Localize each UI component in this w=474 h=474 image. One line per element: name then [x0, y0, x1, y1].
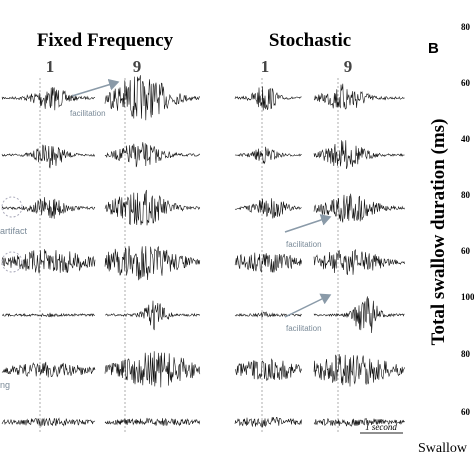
annotation: facilitation [70, 109, 106, 118]
stimulus-label: 1 [261, 57, 270, 76]
emg-trace [1, 417, 96, 427]
y-axis-label: Total swallow duration (ms) [428, 119, 449, 346]
tick-fragment: 80 [461, 22, 471, 32]
stimulus-label: 1 [46, 57, 55, 76]
emg-trace [104, 245, 201, 281]
arrows [71, 78, 332, 318]
emg-trace [313, 248, 405, 276]
emg-trace [1, 361, 96, 378]
stimulus-label: 9 [133, 57, 142, 76]
emg-trace [234, 86, 302, 111]
emg-trace [234, 416, 302, 428]
tick-fragment: 80 [461, 190, 471, 200]
panel-title: Fixed Frequency [37, 30, 174, 51]
emg-trace [234, 198, 302, 219]
emg-trace [1, 312, 96, 318]
emg-trace [313, 296, 405, 334]
emg-trace [1, 87, 96, 111]
emg-trace [104, 351, 201, 388]
emg-trace [313, 193, 405, 223]
artifact-circles [1, 196, 23, 273]
scale-label: 1 second [365, 422, 397, 432]
annotation: artifact [0, 226, 28, 236]
emg-trace [313, 354, 405, 387]
emg-trace [104, 189, 201, 226]
emg-trace [1, 249, 96, 274]
emg-trace [104, 417, 201, 427]
panel-title: Stochastic [269, 30, 351, 51]
emg-trace [234, 358, 302, 381]
emg-trace [313, 83, 405, 110]
emg-trace [1, 144, 96, 169]
stimulus-lines [39, 78, 339, 432]
emg-trace [313, 140, 405, 169]
tick-fragments: 80 60 40 80 60 100 80 60 [461, 22, 474, 417]
tick-fragment: 60 [461, 407, 471, 417]
emg-trace [104, 75, 201, 121]
annotation: facilitation [286, 324, 322, 333]
annotation: facilitation [286, 240, 322, 249]
annotation: ng [0, 380, 10, 390]
x-axis-label: Swallow [418, 441, 468, 456]
emg-trace [234, 252, 302, 274]
tick-fragment: 60 [461, 246, 471, 256]
emg-trace [104, 142, 201, 168]
stimulus-label: 9 [344, 57, 353, 76]
tick-fragment: 40 [461, 134, 471, 144]
tick-fragment: 80 [461, 349, 471, 359]
emg-traces [1, 75, 405, 428]
tick-fragment: 100 [461, 292, 474, 302]
tick-fragment: 60 [461, 78, 471, 88]
panel-letter: B [428, 40, 439, 57]
emg-trace [1, 197, 96, 219]
emg-trace [234, 146, 302, 165]
emg-trace [313, 417, 405, 427]
emg-trace [104, 300, 201, 331]
